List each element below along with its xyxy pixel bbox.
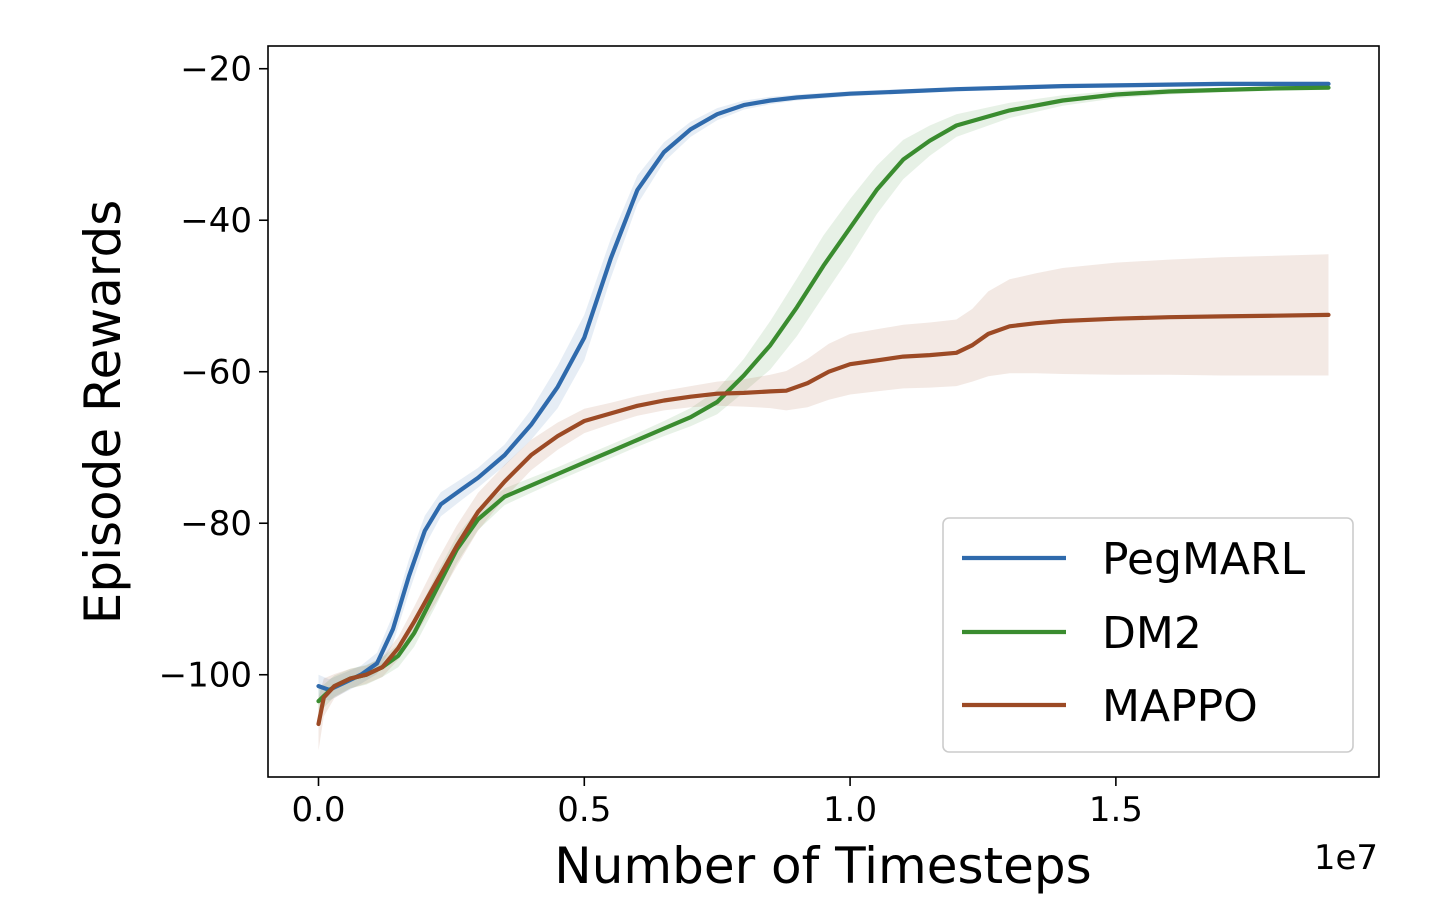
x-tick-label: 1.0: [823, 790, 877, 830]
y-tick-label: −80: [180, 504, 252, 544]
y-tick-label: −100: [159, 656, 252, 696]
legend-label-mappo: MAPPO: [1102, 681, 1258, 732]
x-axis-label: Number of Timesteps: [554, 837, 1091, 895]
x-tick-label: 1.5: [1089, 790, 1143, 830]
x-axis-offset-label: 1e7: [1314, 838, 1378, 878]
y-axis-label: Episode Rewards: [74, 200, 132, 625]
y-axis-ticks: −100 −80 −60 −40 −20: [159, 50, 268, 696]
legend-label-pegmarl: PegMARL: [1102, 534, 1306, 585]
y-tick-label: −20: [180, 50, 252, 90]
mappo-line: [316, 312, 1331, 727]
plot-frame: [267, 45, 1380, 778]
confidence-bands: [318, 81, 1329, 751]
x-tick-label: 0.5: [557, 790, 611, 830]
legend: PegMARL DM2 MAPPO: [942, 517, 1354, 753]
pegmarl-line: [316, 81, 1331, 693]
y-tick-label: −40: [180, 201, 252, 241]
mappo-band: [318, 254, 1329, 751]
y-tick-label: −60: [180, 353, 252, 393]
x-axis-ticks: 0.0 0.5 1.0 1.5: [291, 777, 1143, 830]
legend-label-dm2: DM2: [1102, 608, 1202, 659]
dm2-line: [316, 85, 1331, 704]
series-lines: [316, 81, 1331, 727]
x-tick-label: 0.0: [291, 790, 345, 830]
legend-box: [942, 517, 1354, 753]
